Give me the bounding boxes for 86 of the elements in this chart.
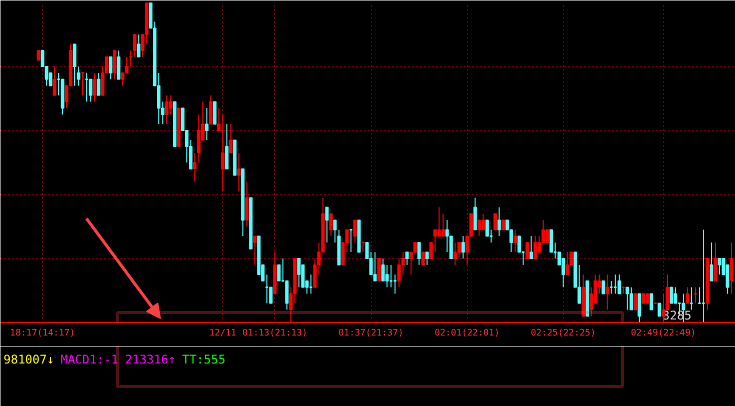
x-tick-label: 18:17(14:17) (10, 328, 76, 338)
candlestick (36, 50, 40, 61)
candlestick (457, 242, 461, 259)
candlestick (405, 252, 409, 266)
candlestick (477, 220, 481, 237)
candlestick (630, 286, 634, 310)
candlestick (525, 242, 529, 259)
text: TT:555 (182, 352, 226, 366)
candlestick (213, 101, 217, 125)
candlestick (225, 124, 229, 170)
candlestick (493, 213, 497, 230)
candlestick (606, 274, 610, 310)
candlestick (481, 213, 485, 230)
candlestick (634, 293, 638, 310)
candlestick (76, 66, 80, 86)
candlestick (517, 236, 521, 253)
x-tick-label: 01:13(21:13) (242, 328, 308, 338)
candlestick (353, 220, 357, 243)
candlestick (52, 66, 56, 96)
candlestick (116, 50, 120, 80)
candlestick (245, 181, 249, 227)
candlestick (441, 213, 445, 237)
candlestick (529, 236, 533, 259)
candlestick (377, 258, 381, 282)
candlestick (168, 94, 172, 115)
candlestick (686, 286, 690, 304)
candlestick (132, 34, 136, 58)
candlestick (602, 280, 606, 294)
candlestick (546, 229, 549, 243)
candlestick (718, 258, 722, 275)
candlestick (513, 229, 517, 253)
candlestick (373, 252, 377, 282)
candlestick (96, 72, 100, 96)
candlestick (193, 152, 197, 182)
candlestick (626, 286, 630, 310)
candlestick (285, 280, 289, 310)
candlestick (237, 152, 241, 192)
candlestick (297, 258, 301, 288)
text: MACD1:-1 (60, 352, 118, 366)
candlestick (501, 220, 505, 230)
candlestick (646, 293, 650, 304)
x-tick-label: 02:25(22:25) (530, 328, 596, 338)
candlestick (425, 252, 429, 266)
candlestick (453, 242, 457, 266)
text: 981007↓ (4, 352, 54, 366)
candlestick (642, 293, 646, 304)
candlestick (473, 197, 477, 230)
candlestick (533, 236, 537, 259)
candlestick (92, 72, 96, 102)
x-tick-label: 02:01(22:01) (434, 328, 500, 338)
candlestick (618, 274, 622, 294)
candlestick (670, 286, 674, 304)
candlestick (217, 108, 221, 131)
candlestick (714, 242, 718, 282)
candlestick (197, 114, 201, 163)
candlestick (550, 229, 553, 253)
candlestick (658, 302, 662, 317)
candlestick (461, 236, 465, 259)
x-tick-label: 12/11 (209, 328, 236, 338)
candlestick (164, 94, 168, 125)
candlestick (638, 293, 642, 322)
candlestick (112, 50, 116, 80)
candlestick (221, 114, 225, 192)
candlestick (674, 286, 678, 304)
candlestick (710, 242, 714, 282)
candlestick (650, 293, 654, 310)
text: 213316↑ (125, 352, 176, 366)
x-tick-label: 01:37(21:37) (338, 328, 404, 338)
candlestick (325, 206, 329, 243)
candlestick (566, 252, 570, 275)
candlestick (205, 108, 209, 141)
candlestick (497, 206, 501, 237)
candlestick (108, 56, 112, 80)
candlestick (88, 78, 92, 102)
candlestick (437, 206, 441, 237)
candlestick (72, 44, 76, 86)
candlestick (421, 252, 425, 266)
candlestick (417, 242, 421, 266)
candlestick (209, 94, 213, 125)
candlestick (385, 264, 389, 288)
candlestick (229, 124, 233, 154)
x-tick-label: 02:49(22:49) (630, 328, 696, 338)
candlestick (329, 213, 333, 237)
candlestick (253, 236, 257, 266)
candlestick (136, 34, 140, 58)
candlestick (277, 264, 281, 282)
